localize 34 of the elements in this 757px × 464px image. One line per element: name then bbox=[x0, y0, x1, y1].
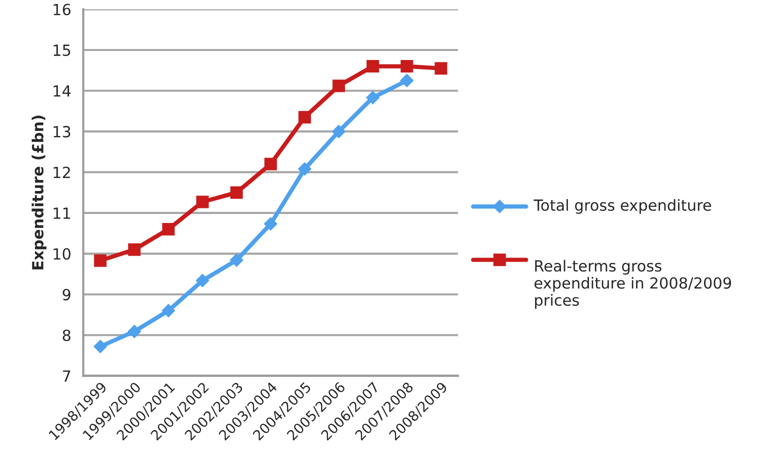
point bbox=[366, 60, 380, 73]
point bbox=[298, 162, 312, 176]
legend-label: Total gross expenditure bbox=[534, 199, 712, 214]
point bbox=[264, 158, 277, 170]
legend-label: Real-terms gross expenditure in 2008/2009 prices bbox=[534, 260, 732, 309]
point bbox=[94, 254, 107, 267]
point bbox=[162, 222, 175, 236]
point bbox=[127, 324, 142, 338]
point bbox=[400, 74, 414, 88]
y-tick-label: 11 bbox=[54, 208, 70, 219]
y-tick-label: 14 bbox=[54, 85, 71, 97]
point bbox=[434, 62, 448, 75]
y-tick-label: 13 bbox=[54, 126, 70, 138]
point bbox=[366, 90, 380, 105]
y-tick-label: 16 bbox=[54, 4, 70, 16]
point bbox=[332, 80, 346, 92]
point bbox=[298, 110, 311, 124]
point bbox=[128, 243, 141, 256]
point bbox=[230, 186, 243, 199]
y-tick-label: 12 bbox=[54, 166, 70, 178]
point bbox=[162, 304, 176, 318]
y-tick-label: 15 bbox=[54, 44, 70, 56]
point bbox=[332, 124, 346, 138]
y-tick-label: 9 bbox=[62, 288, 70, 300]
point bbox=[93, 340, 108, 354]
point bbox=[196, 274, 210, 288]
point bbox=[196, 196, 209, 208]
point bbox=[264, 217, 278, 231]
y-tick-label: 7 bbox=[62, 370, 70, 382]
y-tick-label: 8 bbox=[62, 330, 70, 342]
point bbox=[230, 253, 244, 268]
y-axis-title: Expenditure (£bn) bbox=[32, 116, 46, 270]
point bbox=[400, 60, 414, 73]
y-tick-label: 10 bbox=[54, 248, 70, 260]
